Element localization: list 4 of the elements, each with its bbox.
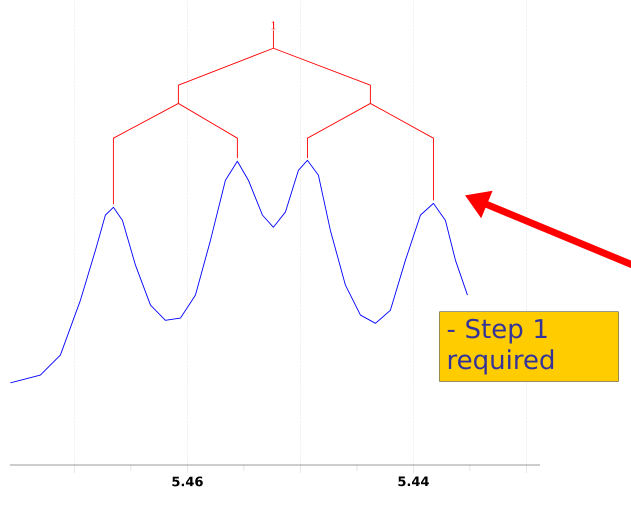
x-tick-label: 5.44 [398, 476, 429, 486]
annotation: 1 [271, 21, 276, 30]
x-tick-label: 5.46 [172, 476, 203, 486]
annotation: - Step 1 required [448, 318, 554, 374]
